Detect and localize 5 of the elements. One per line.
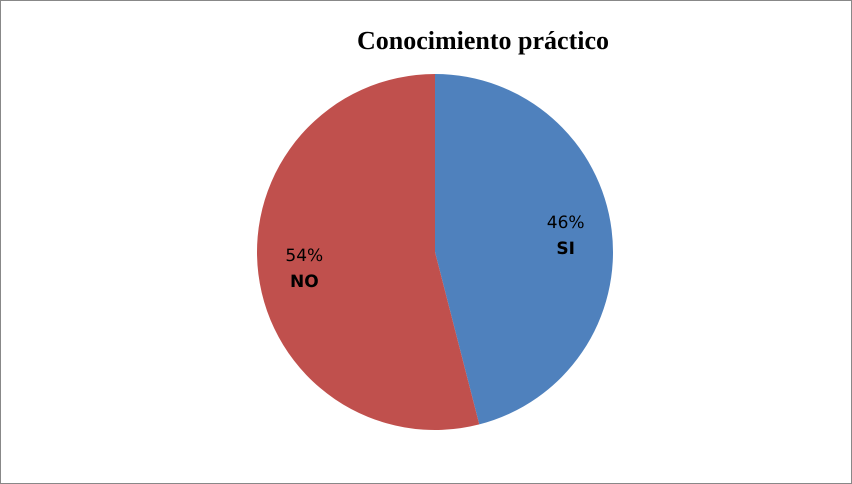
data-label: 46% (546, 212, 585, 233)
chart-title: Conocimiento práctico (356, 26, 610, 56)
slice-label: SI (556, 238, 575, 259)
data-label: 54% (285, 246, 324, 266)
slice-label: NO (290, 272, 319, 292)
